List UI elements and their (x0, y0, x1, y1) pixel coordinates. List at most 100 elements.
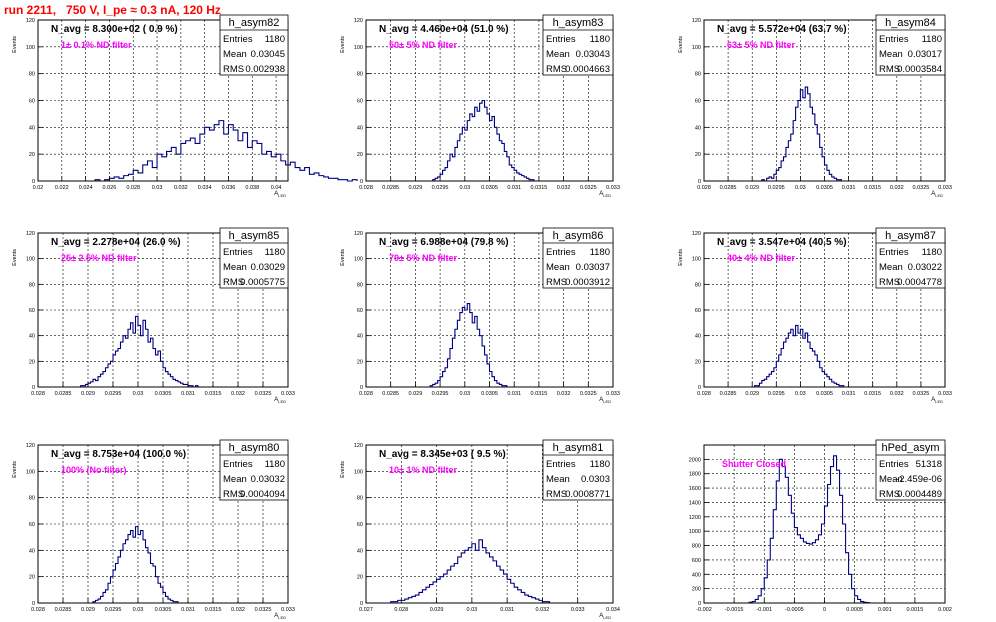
histogram-line (94, 120, 358, 182)
y-tick-label: 120 (354, 443, 363, 449)
y-tick-label: 60 (695, 308, 701, 314)
x-tick-label: 0.0315 (530, 391, 547, 397)
x-tick-label: 0.032 (536, 607, 550, 613)
stats-rms-value: 0.0004489 (897, 489, 942, 500)
y-axis-label: Events (678, 36, 684, 53)
x-axis-label: ALED (274, 613, 286, 620)
stats-entries-value: 1180 (590, 459, 610, 470)
y-tick-label: 80 (29, 496, 35, 502)
x-tick-label: 0.03 (133, 607, 144, 613)
y-tick-label: 80 (357, 496, 363, 502)
x-tick-label: 0.0325 (255, 607, 272, 613)
navg-label: N_avg = 6.988e+04 (79.8 %) (379, 237, 509, 248)
stats-mean-value: 0.03022 (908, 262, 942, 273)
stats-rms-value: 0.0004778 (897, 277, 942, 288)
filter-label: 79± 5% ND filter (389, 253, 457, 263)
stats-rms-label: RMS (879, 64, 900, 75)
y-tick-label: 0 (32, 385, 35, 391)
filter-label: 10± 1% ND filter (389, 465, 457, 475)
x-tick-label: 0.033 (938, 391, 952, 397)
x-tick-label: 0.0305 (481, 391, 498, 397)
histogram-pad-h_asym86: 0.028 0.0285 0.029 0.0295 0.03 0.0305 0.031 0.0… (340, 227, 620, 404)
stats-mean-label: Mean (879, 262, 903, 273)
x-tick-label: 0.022 (55, 185, 69, 191)
filter-label: 100% (No filter) (61, 465, 127, 475)
x-tick-label: 0.028 (697, 391, 711, 397)
y-tick-label: 20 (29, 575, 35, 581)
stats-box (219, 439, 289, 501)
x-tick-label: 0.031 (842, 185, 856, 191)
x-tick-label: 0.0285 (382, 391, 399, 397)
y-tick-label: 20 (29, 359, 35, 365)
x-tick-label: 0.033 (938, 185, 952, 191)
y-tick-label: 600 (692, 558, 701, 564)
stats-box (542, 227, 614, 289)
x-axis-label: ALED (599, 613, 611, 620)
x-tick-label: 0.03 (152, 185, 163, 191)
y-tick-label: 2000 (689, 457, 701, 463)
x-tick-label: 0.0295 (768, 391, 785, 397)
stats-rms-value: 0.0008771 (565, 489, 610, 500)
histogram-name: h_asym87 (885, 230, 936, 242)
histogram-pad-h_asym87: 0.028 0.0285 0.029 0.0295 0.03 0.0305 0.031 0.0… (678, 227, 952, 404)
stats-box (875, 439, 946, 501)
histogram-line (79, 315, 199, 388)
x-tick-label: 0.0315 (864, 391, 881, 397)
y-tick-label: 20 (695, 152, 701, 158)
x-tick-label: 0.02 (33, 185, 44, 191)
x-tick-label: 0.032 (557, 185, 571, 191)
y-tick-label: 40 (357, 548, 363, 554)
x-tick-label: 0.033 (571, 607, 585, 613)
x-tick-label: 0.0325 (580, 391, 597, 397)
x-tick-label: 0.03 (459, 391, 470, 397)
x-tick-label: 0.031 (842, 391, 856, 397)
x-axis-label: ALED (931, 397, 943, 404)
y-tick-label: 100 (26, 45, 35, 51)
x-tick-label: 0.033 (606, 391, 620, 397)
stats-entries-value: 1180 (590, 247, 610, 258)
histogram-name: h_asym80 (229, 442, 280, 454)
x-tick-label: 0.001 (878, 607, 892, 613)
x-tick-label: -0.0005 (785, 607, 804, 613)
y-tick-label: 120 (26, 18, 35, 24)
y-tick-label: 40 (29, 334, 35, 340)
x-tick-label: 0.033 (606, 185, 620, 191)
x-tick-label: 0.031 (181, 391, 195, 397)
y-tick-label: 60 (29, 522, 35, 528)
x-tick-label: 0.0305 (816, 185, 833, 191)
x-tick-label: 0.029 (745, 185, 759, 191)
x-tick-label: 0.0015 (906, 607, 923, 613)
x-tick-label: 0.032 (890, 185, 904, 191)
histogram-name: h_asym84 (885, 17, 936, 29)
x-tick-label: 0.0325 (912, 185, 929, 191)
y-tick-label: 120 (354, 18, 363, 24)
histogram-pad-h_asym80: 0.028 0.0285 0.029 0.0295 0.03 0.0305 0.031 0.0… (12, 439, 295, 620)
x-tick-label: 0.0295 (768, 185, 785, 191)
stats-entries-value: 1180 (265, 247, 285, 258)
stats-rms-value: 0.002938 (245, 64, 285, 75)
x-tick-label: 0.0315 (205, 607, 222, 613)
y-tick-label: 40 (357, 334, 363, 340)
filter-label: Shutter Closed (722, 459, 786, 469)
stats-rms-label: RMS (546, 277, 567, 288)
histogram-pad-h_asym85: 0.028 0.0285 0.029 0.0295 0.03 0.0305 0.031 0.0… (12, 227, 295, 404)
y-axis-label: Events (340, 461, 346, 478)
navg-label: N_avg = 5.572e+04 (63.7 %) (717, 24, 847, 35)
x-tick-label: 0.029 (409, 185, 423, 191)
y-tick-label: 120 (26, 443, 35, 449)
stats-rms-label: RMS (223, 277, 244, 288)
filter-label: 25± 2.5% ND filter (61, 253, 137, 263)
stats-entries-label: Entries (879, 459, 909, 470)
x-tick-label: 0.028 (31, 391, 45, 397)
y-tick-label: 80 (29, 72, 35, 78)
x-axis-label: ALED (599, 191, 611, 198)
x-tick-label: 0.029 (430, 607, 444, 613)
y-tick-label: 120 (692, 18, 701, 24)
x-tick-label: 0.0315 (205, 391, 222, 397)
stats-box (875, 227, 946, 289)
stats-mean-value: 0.03045 (251, 49, 285, 60)
stats-box (219, 227, 289, 289)
stats-mean-label: Mean (223, 49, 247, 60)
y-tick-label: 40 (357, 125, 363, 131)
y-axis-label: Events (12, 461, 18, 478)
